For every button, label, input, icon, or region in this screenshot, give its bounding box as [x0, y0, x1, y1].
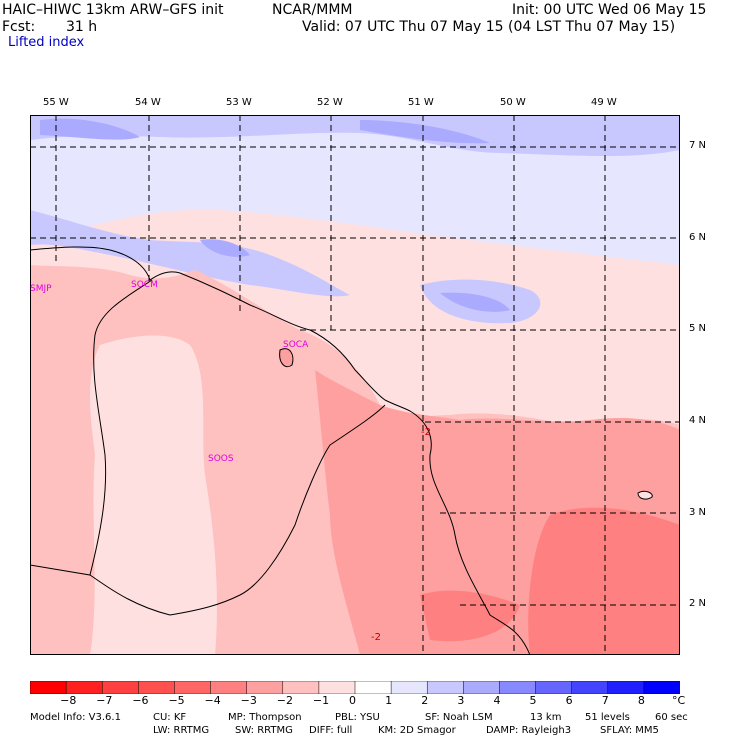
colorbar-tick-label: 8 [637, 694, 645, 707]
field-inland-minus1 [90, 335, 217, 655]
colorbar-tick-label: −7 [96, 694, 113, 707]
colorbar-swatch [607, 681, 645, 694]
field-patch-plus3-a [40, 118, 140, 140]
lat-label-7n: 7 N [689, 140, 707, 151]
colorbar-swatch [643, 681, 680, 694]
colorbar-tick-label: 3 [457, 694, 465, 707]
colorbar-tick-label: −2 [276, 694, 293, 707]
model-info-damp: DAMP: Rayleigh3 [486, 725, 572, 736]
lon-label-55w: 55 W [43, 97, 69, 108]
colorbar-swatch [138, 681, 176, 694]
colorbar-swatch [571, 681, 609, 694]
model-info-sf: SF: Noah LSM [425, 712, 493, 723]
model-info-lw: LW: RRTMG [153, 725, 210, 736]
lat-label-2n: 2 N [689, 598, 707, 609]
field-band-plus2-b [30, 210, 350, 297]
model-info-km: KM: 2D Smagor [378, 725, 456, 736]
colorbar-tick-label: 5 [529, 694, 537, 707]
coastline [30, 246, 531, 655]
colorbar-tick-label: −6 [132, 694, 149, 707]
model-info-diff: DIFF: full [309, 725, 353, 736]
model-title: HAIC–HIWC 13km ARW–GFS init [2, 2, 224, 18]
colorbar-swatch [426, 681, 465, 694]
colorbar-swatch [101, 681, 140, 694]
lat-label-5n: 5 N [689, 323, 707, 334]
model-info-mp: MP: Thompson [228, 712, 302, 723]
model-info-sflay: SFLAY: MM5 [600, 725, 659, 736]
colorbar-swatch [282, 681, 320, 694]
colorbar-tick-label: −4 [204, 694, 221, 707]
field-name: Lifted index [8, 35, 85, 50]
suriname-border [30, 279, 153, 576]
model-info-version: Model Info: V3.6.1 [30, 712, 121, 723]
lon-label-50w: 50 W [500, 97, 526, 108]
field-band-plus2 [30, 115, 680, 157]
island-near-socа [279, 348, 294, 368]
colorbar-swatch [499, 681, 537, 694]
model-info-levels: 51 levels [585, 712, 630, 723]
field-patch-plus3-c [200, 239, 250, 257]
colorbar-unit: °C [672, 694, 686, 707]
forecast-label: Fcst: [2, 19, 36, 35]
lat-label-6n: 6 N [689, 232, 707, 243]
colorbar-tick-label: −1 [312, 694, 330, 707]
field-patch-plus3-b [360, 120, 490, 144]
model-info-timestep: 60 sec [655, 712, 688, 723]
station-smjp: SMJP [30, 284, 52, 294]
colorbar-tick-label: 1 [385, 694, 393, 707]
colorbar-tick-label: 0 [349, 694, 356, 707]
model-info-sw: SW: RRTMG [235, 725, 293, 736]
field-region-minus4-a [528, 507, 680, 655]
lon-label-54w: 54 W [135, 97, 161, 108]
colorbar-tick-label: 7 [601, 694, 609, 707]
colorbar [30, 681, 680, 694]
colorbar-swatch [210, 681, 248, 694]
field-patch-plus3-d [440, 292, 510, 312]
colorbar-swatch [30, 681, 67, 694]
lon-label-49w: 49 W [591, 97, 617, 108]
station-socm: SOCM [131, 280, 158, 290]
map-frame [30, 115, 680, 655]
colorbar-swatch [535, 681, 573, 694]
lon-label-52w: 52 W [317, 97, 343, 108]
forecast-hour: 31 h [66, 19, 98, 35]
colorbar-swatch [174, 681, 212, 694]
field-region-minus4-b [420, 590, 520, 642]
lon-label-53w: 53 W [226, 97, 252, 108]
colorbar-tick-label: −5 [168, 694, 185, 707]
french-guiana-border [89, 404, 386, 616]
colorbar-swatch [354, 681, 392, 694]
lat-label-4n: 4 N [689, 415, 707, 426]
colorbar-swatch [318, 681, 356, 694]
colorbar-tick-label: −3 [240, 694, 257, 707]
model-info-cu: CU: KF [153, 712, 187, 723]
lat-label-3n: 3 N [689, 507, 707, 518]
colorbar-tick-label: 6 [565, 694, 573, 707]
station-soca: SOCA [283, 340, 309, 350]
lon-label-51w: 51 W [408, 97, 434, 108]
model-info-res: 13 km [530, 712, 562, 723]
colorbar-swatch [390, 681, 428, 694]
lat-lon-grid [30, 115, 680, 655]
colorbar-tick-label: 4 [493, 694, 501, 707]
org-label: NCAR/MMM [272, 2, 353, 18]
init-time: Init: 00 UTC Wed 06 May 15 [512, 2, 707, 18]
model-info-pbl: PBL: YSU [335, 712, 380, 723]
colorbar-tick-label: 2 [421, 694, 429, 707]
valid-time: Valid: 07 UTC Thu 07 May 15 (04 LST Thu … [302, 19, 676, 35]
field-blob-minus2 [90, 319, 140, 337]
station-soos: SOOS [208, 454, 234, 464]
contour-label-2: -2 [371, 632, 381, 643]
colorbar-swatch [246, 681, 284, 694]
contour-label-1: -2 [421, 427, 431, 438]
colorbar-swatch [463, 681, 501, 694]
colorbar-swatch [65, 681, 103, 694]
lifted-index-map [30, 115, 680, 655]
small-island [637, 490, 653, 500]
colorbar-tick-label: −8 [60, 694, 77, 707]
